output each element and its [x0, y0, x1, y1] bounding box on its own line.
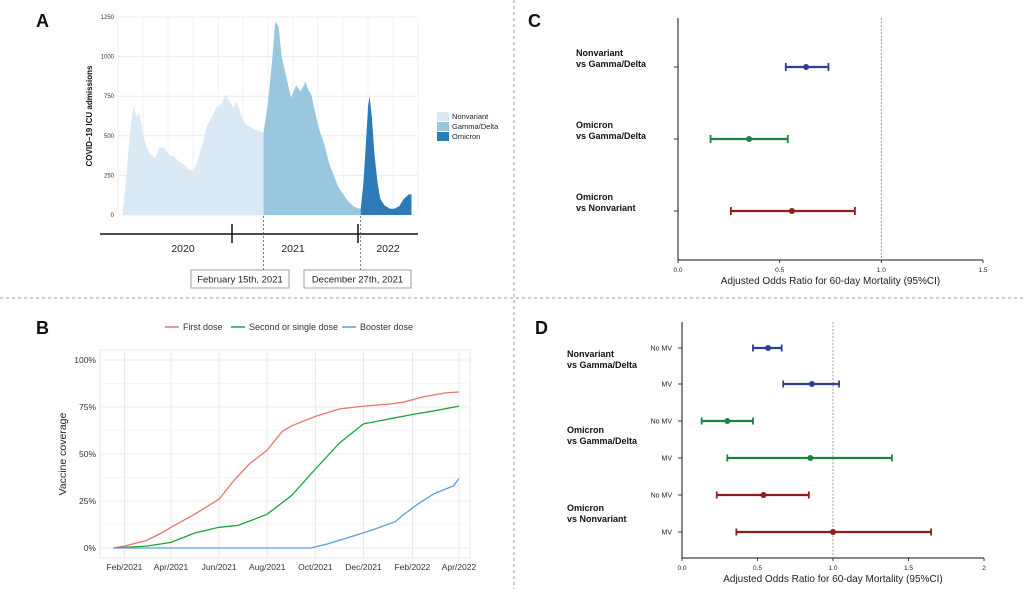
- b-legend-label: Second or single dose: [249, 322, 338, 332]
- point-estimate: [746, 136, 753, 142]
- b-x-tick-label: Dec/2021: [345, 562, 382, 572]
- point-estimate: [724, 418, 731, 424]
- panel-label-d: D: [535, 318, 548, 338]
- a-legend-label: Gamma/Delta: [452, 122, 499, 131]
- panel-b-chart: Feb/2021 Apr/2021 Jun/2021 Aug/2021 Oct/2021…: [57, 322, 476, 572]
- a-year-label: 2022: [376, 243, 400, 255]
- a-legend-label: Omicron: [452, 132, 480, 141]
- point-estimate: [788, 208, 795, 214]
- forest-x-axis-label: Adjusted Odds Ratio for 60-day Mortality…: [723, 574, 943, 585]
- a-legend-swatch: [437, 122, 449, 131]
- a-y-tick-label: 250: [104, 173, 115, 179]
- a-area-nonvariant: [122, 94, 264, 215]
- d-row-sublabel: No MV: [651, 419, 673, 426]
- d-group-label: Omicron: [567, 425, 604, 435]
- d-group-label: Omicron: [567, 503, 604, 513]
- d-row-sublabel: MV: [662, 456, 673, 463]
- d-row-sublabel: MV: [662, 530, 673, 537]
- forest-x-tick-label: 2: [982, 565, 986, 572]
- point-estimate: [808, 381, 815, 387]
- b-y-axis-label: Vaccine coverage: [57, 412, 69, 495]
- c-row-label: vs Nonvariant: [576, 203, 636, 213]
- a-legend-swatch: [437, 132, 449, 141]
- b-y-tick-label: 50%: [79, 449, 96, 459]
- b-y-tick-label: 75%: [79, 402, 96, 412]
- a-callout-label: December 27th, 2021: [312, 275, 403, 286]
- forest-x-tick-label: 0.0: [677, 565, 686, 572]
- forest-x-tick-label: 0.5: [775, 267, 784, 274]
- a-callout-box: [190, 269, 290, 289]
- a-legend-swatch: [437, 112, 449, 121]
- a-year-label: 2020: [171, 243, 195, 255]
- forest-x-tick-label: 1.0: [877, 267, 886, 274]
- panel-label-c: C: [528, 11, 541, 31]
- d-row-sublabel: No MV: [651, 346, 673, 353]
- panel-label-b: B: [36, 318, 49, 338]
- b-legend-label: Booster dose: [360, 322, 413, 332]
- a-y-axis-label: COVID–19 ICU admissions: [85, 65, 94, 166]
- b-y-tick-label: 0%: [84, 543, 97, 553]
- b-legend-label: First dose: [183, 322, 223, 332]
- panel-d-chart: 0.0 0.5 1.0 1.5 2 Adjusted Odds Ratio for 60-…: [567, 322, 986, 585]
- d-group-label: vs Gamma/Delta: [567, 360, 638, 370]
- c-row-label: Nonvariant: [576, 48, 623, 58]
- c-row-label: vs Gamma/Delta: [576, 131, 647, 141]
- b-y-tick-label: 25%: [79, 496, 96, 506]
- c-row-label: Omicron: [576, 120, 613, 130]
- b-x-tick-label: Apr/2022: [442, 562, 477, 572]
- a-year-label: 2021: [281, 243, 305, 255]
- a-callout-label: February 15th, 2021: [197, 275, 283, 286]
- a-legend-label: Nonvariant: [452, 112, 489, 121]
- a-area-omicron: [360, 96, 412, 215]
- b-x-tick-label: Jun/2021: [202, 562, 237, 572]
- a-y-tick-label: 750: [104, 94, 115, 100]
- a-y-tick-label: 1250: [101, 15, 115, 21]
- point-estimate: [803, 64, 810, 70]
- panel-a-chart: 0 250 500 750 1000 1250 COVID–19 ICU admission…: [85, 15, 499, 289]
- b-x-tick-label: Aug/2021: [249, 562, 286, 572]
- d-group-label: Nonvariant: [567, 349, 614, 359]
- a-y-tick-label: 0: [111, 213, 115, 219]
- d-row-sublabel: No MV: [651, 493, 673, 500]
- c-row-label: vs Gamma/Delta: [576, 59, 647, 69]
- panel-c-chart: 0.0 0.5 1.0 1.5 Adjusted Odds Ratio for 60-d…: [576, 18, 988, 287]
- a-y-tick-label: 500: [104, 134, 115, 140]
- d-row-sublabel: MV: [662, 382, 673, 389]
- b-x-tick-label: Feb/2021: [106, 562, 142, 572]
- d-group-label: vs Gamma/Delta: [567, 436, 638, 446]
- point-estimate: [807, 455, 814, 461]
- a-y-tick-label: 1000: [101, 55, 115, 61]
- point-estimate: [830, 529, 836, 535]
- b-line-booster-dose: [113, 478, 460, 549]
- point-estimate: [760, 492, 767, 498]
- d-group-label: vs Nonvariant: [567, 514, 627, 524]
- panel-label-a: A: [36, 11, 49, 31]
- b-x-tick-label: Oct/2021: [298, 562, 333, 572]
- forest-x-tick-label: 1.5: [978, 267, 987, 274]
- c-row-label: Omicron: [576, 192, 613, 202]
- forest-x-tick-label: 1.5: [904, 565, 913, 572]
- forest-x-tick-label: 0.0: [673, 267, 682, 274]
- a-area-gamma-delta: [263, 21, 361, 215]
- a-callout-box: [303, 269, 412, 289]
- point-estimate: [765, 345, 772, 351]
- b-y-tick-label: 100%: [74, 355, 96, 365]
- b-x-tick-label: Apr/2021: [154, 562, 189, 572]
- b-line-second-or-single-dose: [113, 405, 460, 549]
- forest-x-axis-label: Adjusted Odds Ratio for 60-day Mortality…: [721, 276, 941, 287]
- forest-x-tick-label: 0.5: [753, 565, 762, 572]
- forest-x-tick-label: 1.0: [828, 565, 837, 572]
- b-line-first-dose: [113, 391, 460, 549]
- b-x-tick-label: Feb/2022: [394, 562, 430, 572]
